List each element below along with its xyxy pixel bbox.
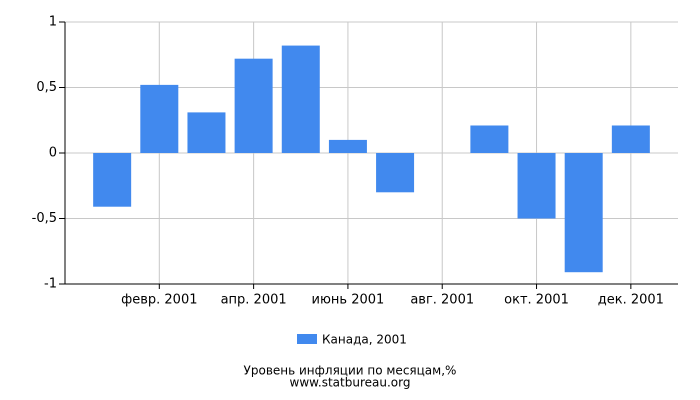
bar bbox=[93, 153, 132, 207]
bar bbox=[376, 153, 415, 193]
y-tick-label: 0,5 bbox=[36, 80, 57, 95]
y-tick-label: 1 bbox=[49, 15, 57, 30]
y-tick-label: 0 bbox=[49, 146, 57, 161]
x-tick-label: дек. 2001 bbox=[598, 293, 664, 308]
bar bbox=[564, 153, 603, 273]
x-tick-label: апр. 2001 bbox=[221, 293, 287, 308]
bar bbox=[328, 139, 367, 153]
chart-title: Уровень инфляции по месяцам,% bbox=[244, 364, 457, 378]
bar bbox=[517, 153, 556, 219]
legend-label: Канада, 2001 bbox=[322, 333, 407, 347]
x-tick-label: окт. 2001 bbox=[504, 293, 569, 308]
bar bbox=[187, 112, 226, 153]
bar bbox=[470, 125, 509, 153]
x-tick-label: авг. 2001 bbox=[410, 293, 474, 308]
y-tick-label: -1 bbox=[44, 277, 57, 292]
legend-swatch bbox=[297, 334, 317, 344]
bar bbox=[611, 125, 650, 153]
x-tick-label: февр. 2001 bbox=[121, 293, 197, 308]
y-tick-label: -0,5 bbox=[32, 211, 57, 226]
bar bbox=[234, 58, 273, 153]
chart-subtitle: www.statbureau.org bbox=[290, 376, 411, 390]
bar bbox=[281, 45, 320, 153]
bar bbox=[140, 84, 179, 153]
x-tick-label: июнь 2001 bbox=[312, 293, 385, 308]
